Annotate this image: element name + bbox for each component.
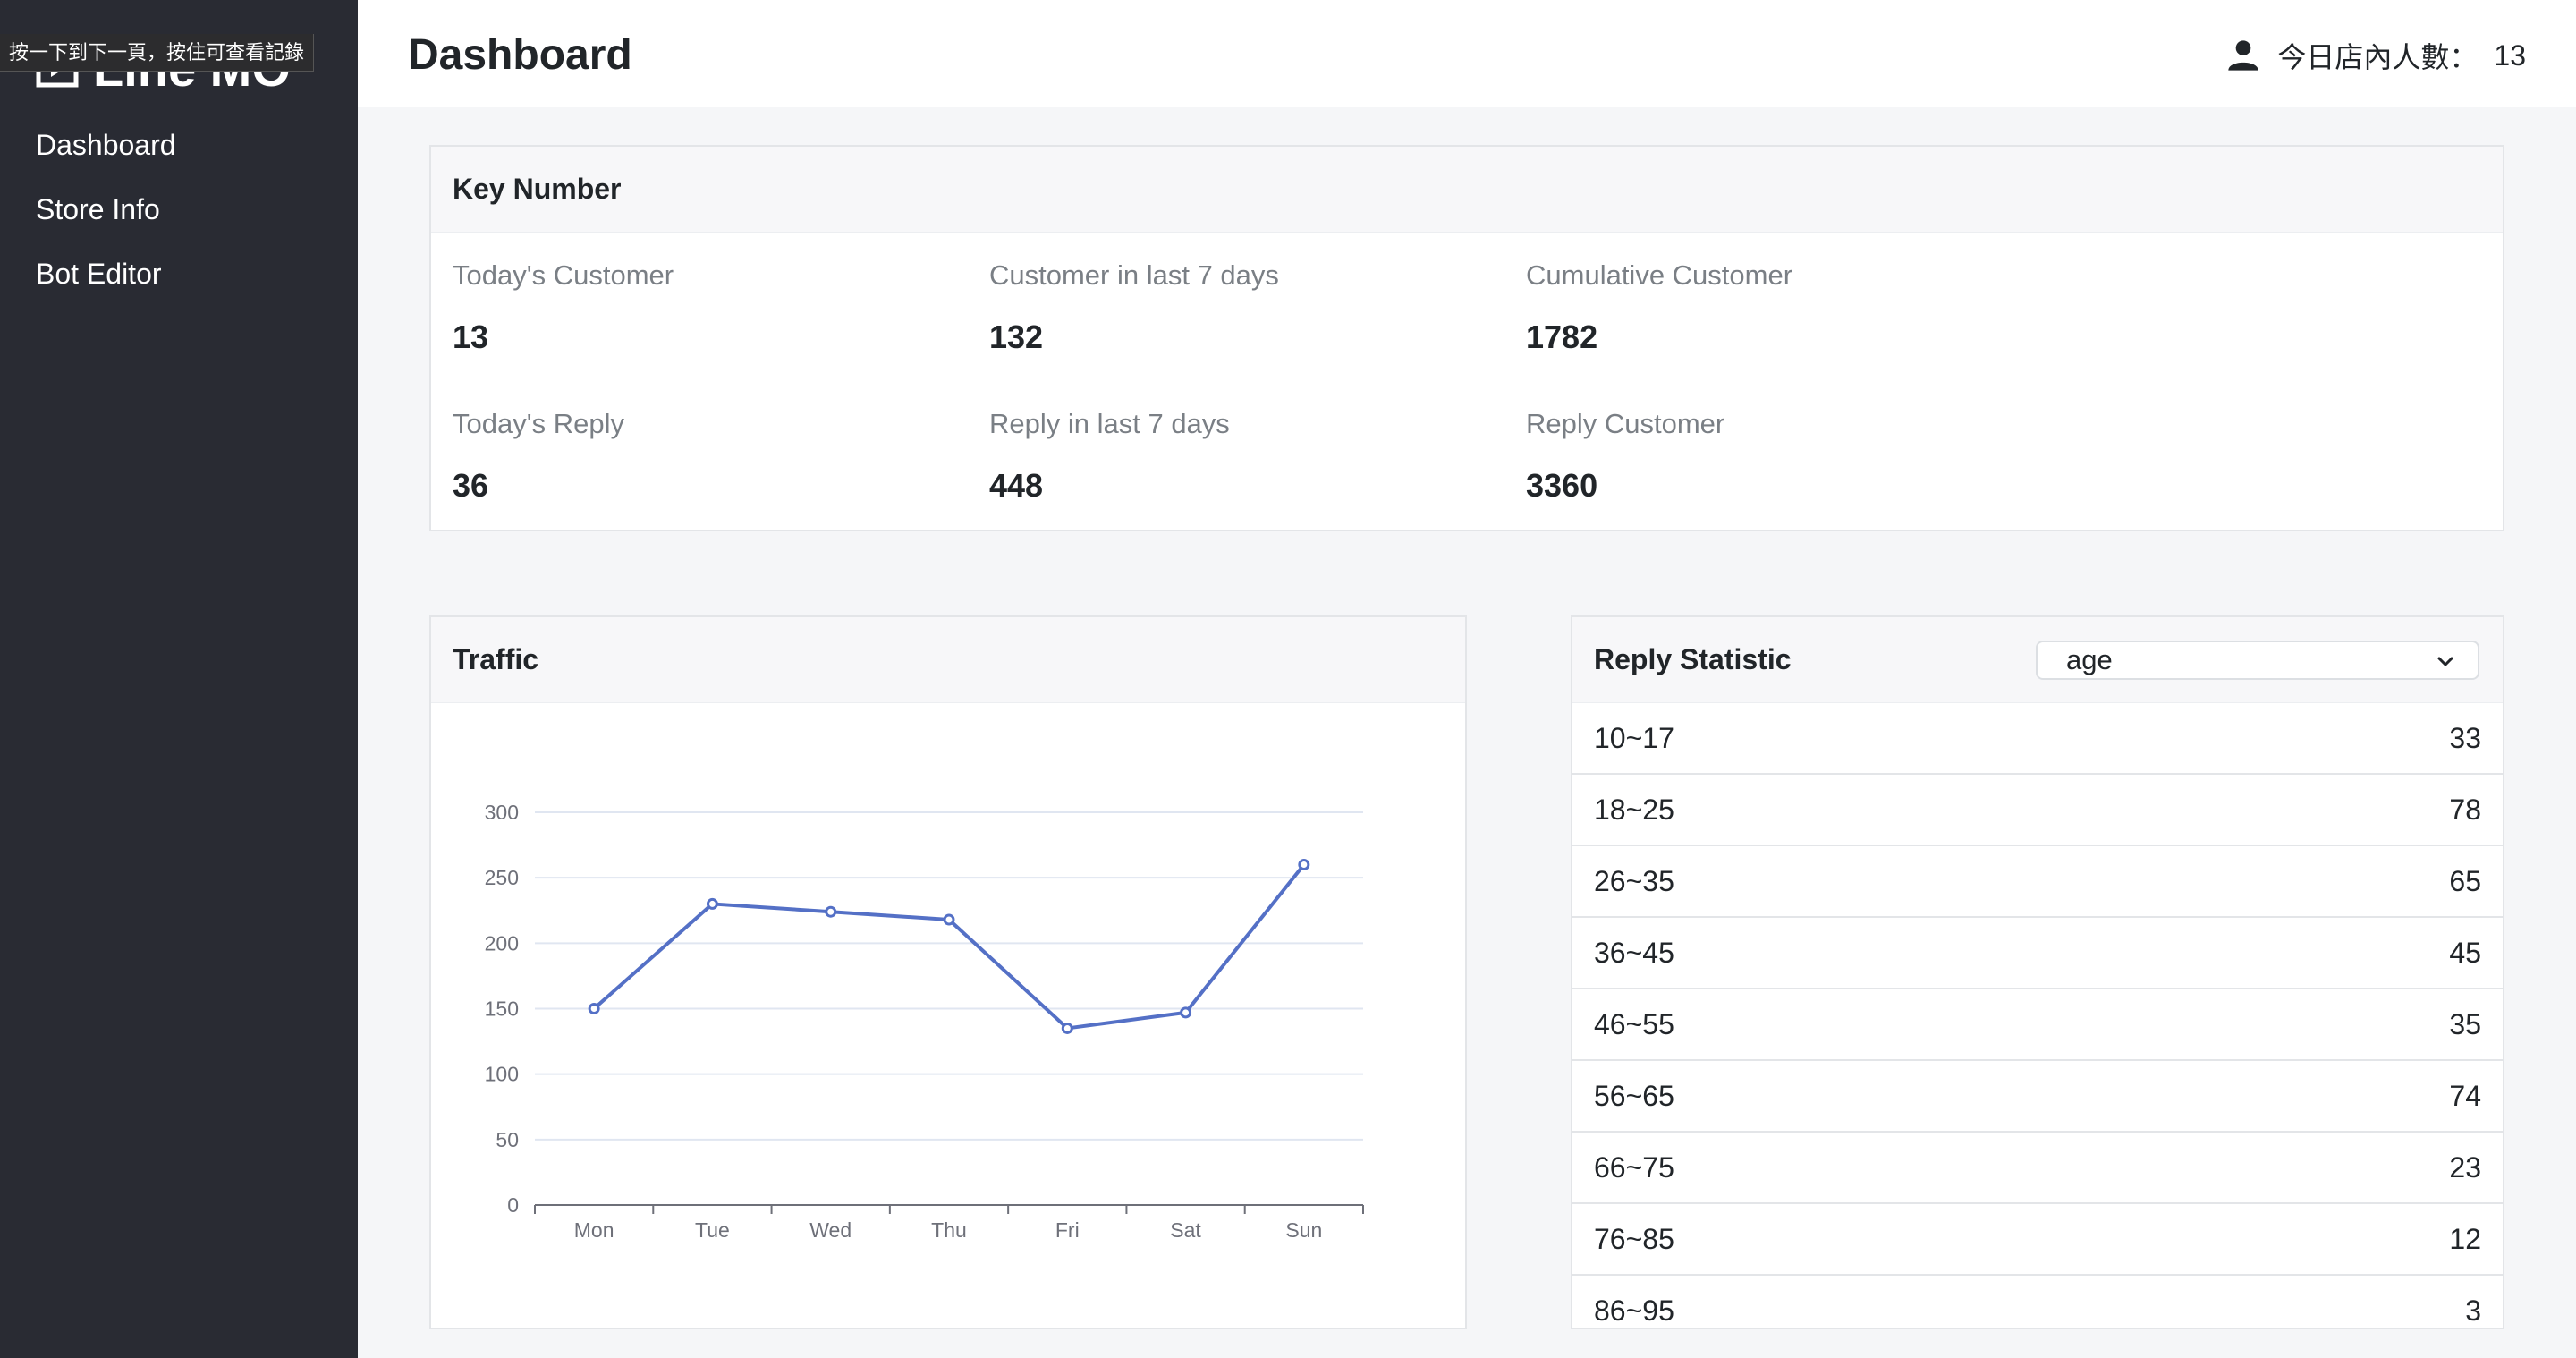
back-button-tooltip: 按一下到下一頁，按住可查看記錄 [0, 34, 315, 72]
data-point [943, 913, 955, 926]
traffic-chart: 0 50 100 150 200 250 300 Mon Tue Wed Thu Fri Sat Sun [431, 703, 1465, 1328]
chevron-down-icon [2437, 657, 2453, 666]
reply-count: 23 [2449, 1150, 2481, 1184]
stat-value: 13 [453, 318, 489, 355]
sidebar-item-bot-editor[interactable]: Bot Editor [36, 258, 162, 290]
reply-count: 65 [2449, 864, 2481, 897]
stat-label: Reply Customer [1526, 408, 1725, 439]
reply-count: 45 [2449, 936, 2481, 969]
stat-label: Customer in last 7 days [989, 259, 1279, 291]
x-tick-label: Wed [809, 1218, 852, 1242]
age-range: 18~25 [1594, 793, 1674, 826]
data-point [1180, 1006, 1192, 1019]
stat-label: Reply in last 7 days [989, 408, 1230, 439]
header: Dashboard 今日店內人數： 13 [358, 0, 2576, 107]
reply-count: 33 [2449, 721, 2481, 754]
people-count-label: 今日店內人數： [2277, 41, 2479, 73]
stat-label: Today's Customer [453, 259, 674, 291]
y-tick-label: 250 [485, 866, 519, 889]
age-range: 76~85 [1594, 1222, 1674, 1255]
stat-cumulative-customer: Cumulative Customer 1782 [1526, 259, 1792, 356]
x-tick-label: Thu [931, 1218, 967, 1242]
stat-label: Today's Reply [453, 408, 625, 439]
x-tick-label: Sun [1285, 1218, 1322, 1242]
table-row: 10~17 33 [1572, 703, 2503, 775]
reply-count: 12 [2449, 1222, 2481, 1255]
data-point [1061, 1022, 1073, 1034]
data-point [706, 897, 718, 910]
reply-count: 78 [2449, 793, 2481, 826]
data-point [1298, 859, 1310, 871]
age-range: 66~75 [1594, 1150, 1674, 1184]
traffic-line-chart: 0 50 100 150 200 250 300 Mon Tue Wed Thu Fri Sat Sun [485, 801, 1364, 1242]
stat-value: 1782 [1526, 318, 1598, 355]
group-by-select-value: age [2066, 644, 2113, 675]
key-number-card: Key Number Today's Customer 13 Customer … [429, 145, 2504, 531]
stat-reply-last-7-days: Reply in last 7 days 448 [989, 408, 1230, 505]
y-tick-label: 150 [485, 997, 519, 1021]
stat-todays-reply: Today's Reply 36 [453, 408, 624, 505]
data-point [825, 905, 837, 918]
stat-value: 132 [989, 318, 1044, 355]
stat-label: Cumulative Customer [1526, 259, 1793, 291]
age-range: 46~55 [1594, 1007, 1674, 1040]
stat-reply-customer: Reply Customer 3360 [1526, 408, 1724, 505]
sidebar-item-dashboard[interactable]: Dashboard [36, 129, 176, 161]
x-tick-label: Mon [574, 1218, 614, 1242]
x-tick-label: Tue [695, 1218, 730, 1242]
stat-customer-last-7-days: Customer in last 7 days 132 [989, 259, 1279, 356]
y-tick-label: 200 [485, 931, 519, 955]
user-icon [2228, 40, 2259, 71]
x-tick-label: Fri [1055, 1218, 1080, 1242]
stat-value: 3360 [1526, 467, 1598, 504]
people-count-value: 13 [2494, 38, 2526, 72]
sidebar-item-store-info[interactable]: Store Info [36, 193, 160, 225]
data-point [588, 1003, 600, 1014]
group-by-select[interactable]: age [2036, 641, 2479, 680]
table-row: 18~25 78 [1572, 775, 2503, 846]
reply-count: 35 [2449, 1007, 2481, 1040]
table-row: 26~35 65 [1572, 846, 2503, 918]
stat-value: 448 [989, 467, 1044, 504]
traffic-card: Traffic 0 50 100 150 200 250 300 Mon Tue Wed Thu Fr… [429, 615, 1467, 1329]
stat-value: 36 [453, 467, 489, 504]
reply-statistic-card: Reply Statistic age 10~17 33 18~25 78 26~35 6… [1571, 615, 2504, 1329]
stat-todays-customer: Today's Customer 13 [453, 259, 674, 356]
table-row: 56~65 74 [1572, 1061, 2503, 1133]
y-tick-label: 100 [485, 1063, 519, 1086]
age-range: 86~95 [1594, 1294, 1674, 1327]
y-tick-label: 50 [496, 1128, 519, 1151]
traffic-series-line [592, 863, 1306, 1031]
reply-statistic-header: Reply Statistic age [1572, 617, 2503, 703]
age-range: 10~17 [1594, 721, 1674, 754]
table-row: 46~55 35 [1572, 989, 2503, 1061]
age-range: 56~65 [1594, 1079, 1674, 1112]
reply-count: 3 [2465, 1294, 2481, 1327]
sidebar: Line MO Dashboard Store Info Bot Editor [0, 0, 358, 1358]
reply-count: 74 [2449, 1079, 2481, 1112]
traffic-title: Traffic [431, 617, 1465, 703]
people-count-indicator: 今日店內人數： 13 [2225, 34, 2526, 77]
y-tick-label: 0 [507, 1193, 519, 1217]
table-row: 36~45 45 [1572, 918, 2503, 989]
age-range: 26~35 [1594, 864, 1674, 897]
age-range: 36~45 [1594, 936, 1674, 969]
page-title: Dashboard [408, 31, 632, 79]
y-tick-label: 300 [485, 801, 519, 824]
table-row: 76~85 12 [1572, 1204, 2503, 1276]
x-tick-label: Sat [1170, 1218, 1201, 1242]
table-row: 86~95 3 [1572, 1276, 2503, 1328]
reply-statistic-title: Reply Statistic [1594, 643, 1792, 675]
key-number-title: Key Number [431, 147, 2503, 233]
reply-statistic-list: 10~17 33 18~25 78 26~35 65 36~45 45 46~55 35 56~65… [1572, 703, 2503, 1328]
table-row: 66~75 23 [1572, 1133, 2503, 1204]
